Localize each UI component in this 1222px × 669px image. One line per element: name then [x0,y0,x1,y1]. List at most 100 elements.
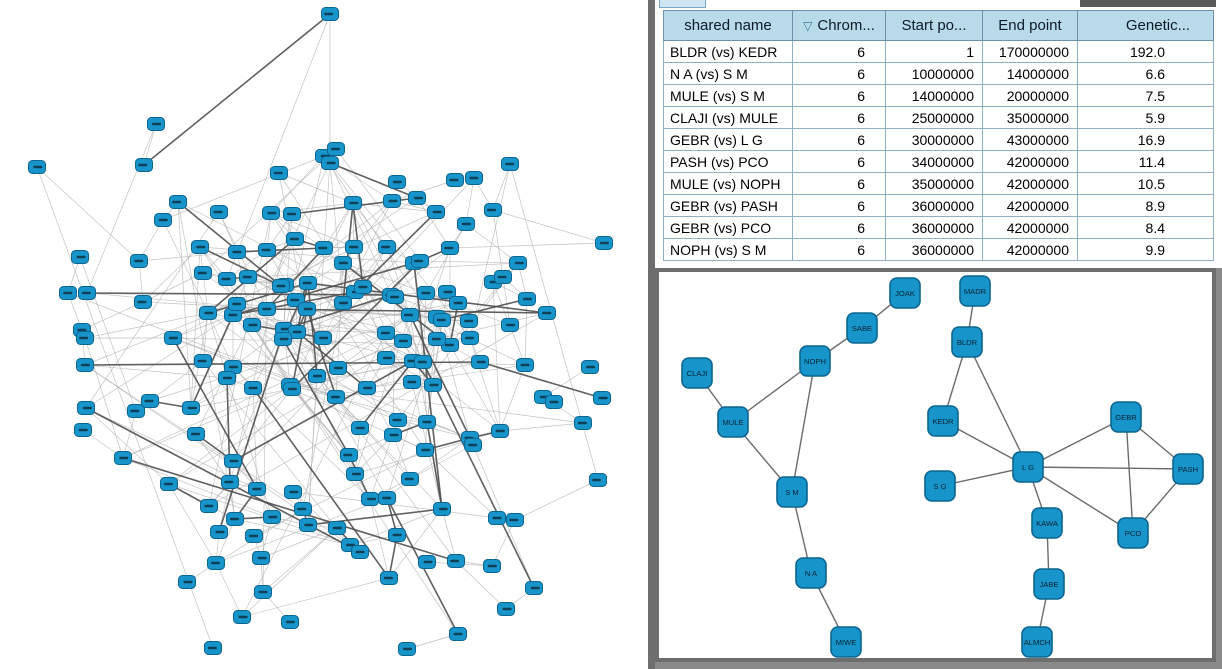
node-shape[interactable] [681,357,713,389]
table-cell[interactable]: 42000000 [982,150,1078,173]
network-node[interactable] [384,428,402,442]
network-node[interactable] [449,627,467,641]
network-node[interactable] [593,391,611,405]
network-node[interactable] [233,610,251,624]
network-node[interactable] [74,423,92,437]
table-cell[interactable]: 6 [792,216,886,239]
network-node[interactable] [545,395,563,409]
table-cell[interactable]: 30000000 [885,128,983,151]
network-node[interactable] [460,314,478,328]
table-cell[interactable]: 25000000 [885,106,983,129]
node-sm[interactable]: S M [776,476,808,508]
network-node[interactable] [394,334,412,348]
network-node[interactable] [424,378,442,392]
network-node[interactable] [178,575,196,589]
network-node[interactable] [284,485,302,499]
network-node[interactable] [327,142,345,156]
table-cell[interactable]: 42000000 [982,216,1078,239]
network-node[interactable] [501,318,519,332]
network-node[interactable] [471,355,489,369]
network-node[interactable] [354,280,372,294]
network-node[interactable] [411,254,429,268]
network-node[interactable] [494,270,512,284]
table-row[interactable]: CLAJI (vs) MULE 6 25000000 35000000 5.9 [663,106,1214,129]
network-node[interactable] [428,332,446,346]
network-node[interactable] [461,331,479,345]
network-node[interactable] [351,545,369,559]
table-cell[interactable]: 6.6 [1077,62,1214,85]
table-cell[interactable]: 6 [792,150,886,173]
network-node[interactable] [127,404,145,418]
node-shape[interactable] [951,326,983,358]
network-node[interactable] [258,243,276,257]
table-cell[interactable]: 1 [885,40,983,63]
network-node[interactable] [164,331,182,345]
network-node[interactable] [218,371,236,385]
node-shape[interactable] [846,312,878,344]
network-node[interactable] [538,306,556,320]
network-node[interactable] [154,213,172,227]
node-shape[interactable] [1031,507,1063,539]
network-node[interactable] [484,203,502,217]
network-node[interactable] [239,270,257,284]
node-lg[interactable]: L G [1012,451,1044,483]
network-node[interactable] [438,285,456,299]
table-cell[interactable]: 42000000 [982,172,1078,195]
network-node[interactable] [244,381,262,395]
network-node[interactable] [388,528,406,542]
table-row[interactable]: GEBR (vs) PASH 6 36000000 42000000 8.9 [663,194,1214,217]
network-node[interactable] [346,467,364,481]
node-joak[interactable]: JOAK [889,277,921,309]
network-node[interactable] [283,382,301,396]
network-node[interactable] [464,438,482,452]
node-kawa[interactable]: KAWA [1031,507,1063,539]
network-node[interactable] [398,642,416,656]
node-shape[interactable] [1172,453,1204,485]
network-node[interactable] [160,477,178,491]
network-node[interactable] [358,381,376,395]
network-node[interactable] [147,117,165,131]
network-node[interactable] [344,196,362,210]
network-node[interactable] [321,7,339,21]
network-node[interactable] [252,551,270,565]
table-row[interactable]: N A (vs) S M 6 10000000 14000000 6.6 [663,62,1214,85]
table-row[interactable]: GEBR (vs) PCO 6 36000000 42000000 8.4 [663,216,1214,239]
node-shape[interactable] [927,405,959,437]
node-pco[interactable]: PCO [1117,517,1149,549]
table-row[interactable]: BLDR (vs) KEDR 6 1 170000000 192.0 [663,40,1214,63]
node-shape[interactable] [1012,451,1044,483]
network-node[interactable] [76,358,94,372]
network-node[interactable] [169,195,187,209]
table-cell[interactable]: 42000000 [982,194,1078,217]
network-node[interactable] [191,240,209,254]
node-shape[interactable] [830,626,862,658]
panel-divider-vertical[interactable] [648,0,655,669]
network-node[interactable] [351,421,369,435]
table-cell[interactable]: 8.9 [1077,194,1214,217]
table-tab-stub[interactable] [659,0,706,8]
network-node[interactable] [182,401,200,415]
network-node[interactable] [518,292,536,306]
table-cell[interactable]: 6 [792,128,886,151]
filter-icon[interactable]: ▽ [803,19,813,33]
table-cell[interactable]: 5.9 [1077,106,1214,129]
node-shape[interactable] [795,557,827,589]
network-node[interactable] [218,272,236,286]
network-node[interactable] [248,482,266,496]
network-node[interactable] [210,205,228,219]
table-cell[interactable]: 9.9 [1077,238,1214,261]
network-node[interactable] [272,279,290,293]
network-node[interactable] [334,296,352,310]
scrollbar-fragment[interactable] [1080,0,1216,7]
table-cell[interactable]: 20000000 [982,84,1078,107]
network-node[interactable] [76,331,94,345]
node-shape[interactable] [959,275,991,307]
table-cell[interactable]: 6 [792,194,886,217]
network-node[interactable] [194,354,212,368]
table-cell[interactable]: 7.5 [1077,84,1214,107]
node-claji[interactable]: CLAJI [681,357,713,389]
network-node[interactable] [408,191,426,205]
node-mule[interactable]: MULE [717,406,749,438]
table-row[interactable]: GEBR (vs) L G 6 30000000 43000000 16.9 [663,128,1214,151]
network-node[interactable] [417,286,435,300]
